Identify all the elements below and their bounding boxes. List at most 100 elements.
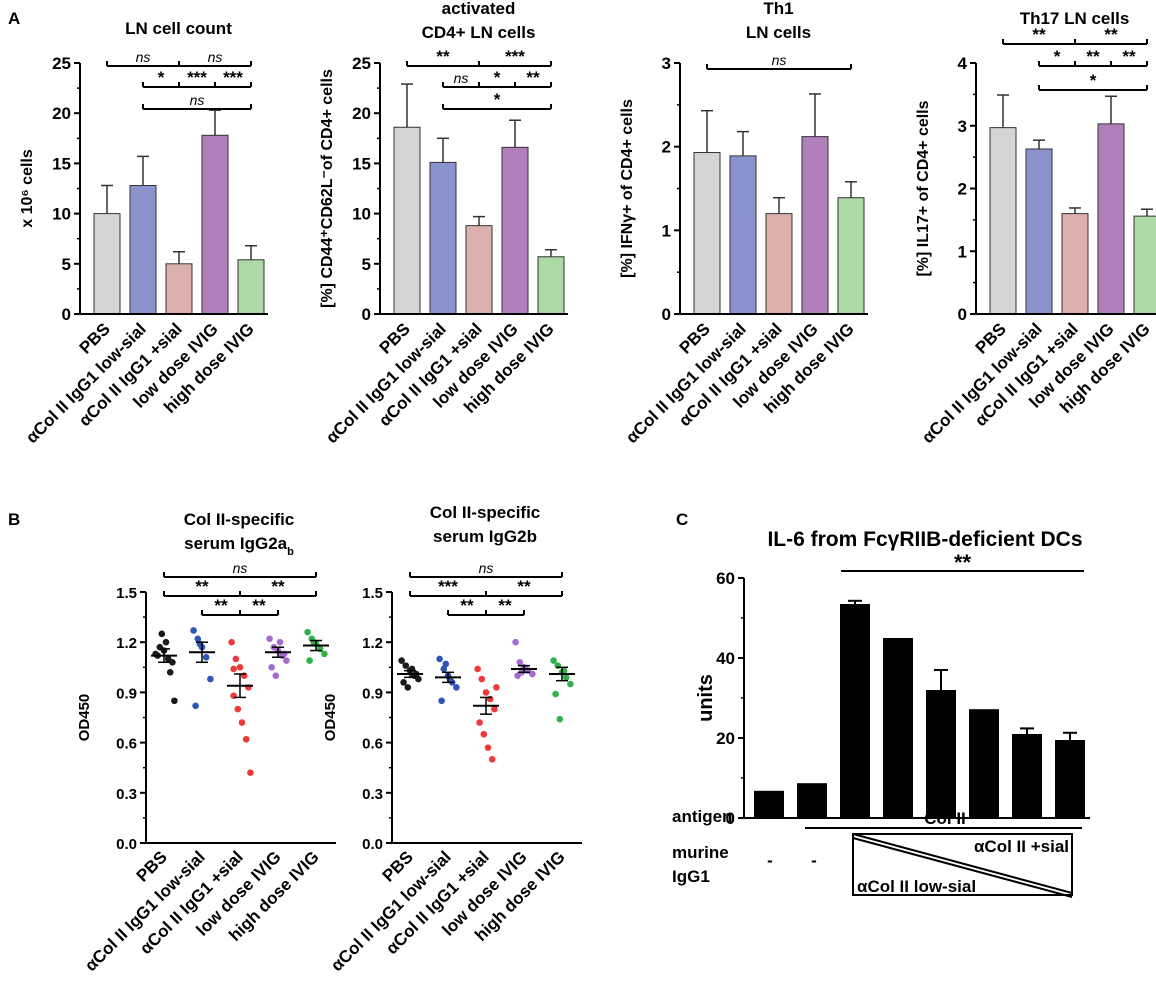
a1-title: LN cell count bbox=[125, 19, 232, 38]
b1-data-point bbox=[228, 638, 235, 646]
b1-title-subscript: b bbox=[287, 546, 294, 558]
a1-significance-label: ns bbox=[190, 92, 205, 108]
b2-y-tick-label: 1.2 bbox=[362, 635, 383, 652]
c-y-tick-label: 20 bbox=[716, 729, 735, 748]
a4-significance-label: * bbox=[1090, 71, 1097, 90]
b1-significance-label: ** bbox=[271, 577, 285, 596]
c-y-tick-label: 40 bbox=[716, 649, 735, 668]
a4-bar bbox=[1097, 123, 1125, 315]
a4-significance-label: ** bbox=[1104, 25, 1118, 44]
c-y-tick-label: 60 bbox=[716, 569, 735, 588]
a2-significance-label: * bbox=[494, 90, 501, 109]
a1-bar bbox=[237, 259, 265, 315]
a1-bar bbox=[201, 134, 229, 315]
b2-data-point bbox=[476, 719, 483, 726]
a3-y-tick-label: 1 bbox=[662, 221, 671, 240]
b1-data-point bbox=[268, 664, 275, 671]
b1-data-point bbox=[207, 675, 214, 683]
c-y-axis-label: units bbox=[695, 674, 717, 722]
c-antigen-none: - bbox=[767, 805, 773, 824]
c-bar bbox=[840, 604, 870, 818]
panel-label-a: A bbox=[8, 9, 20, 28]
a1-significance-label: * bbox=[158, 68, 165, 87]
b1-data-point bbox=[166, 669, 174, 676]
a3-title: Th1 bbox=[763, 0, 793, 18]
b1-data-point bbox=[247, 769, 254, 777]
a3-bar bbox=[801, 136, 829, 315]
b2-data-point bbox=[400, 679, 407, 686]
b2-significance-label: ns bbox=[479, 560, 494, 576]
b1-data-point bbox=[306, 657, 313, 664]
b2-y-axis-label: OD450 bbox=[322, 694, 339, 742]
a3-bar bbox=[693, 152, 721, 315]
a1-bar bbox=[165, 263, 193, 315]
b1-data-point bbox=[230, 665, 237, 673]
a1-y-tick-label: 0 bbox=[62, 305, 71, 324]
a2-y-tick-label: 5 bbox=[362, 255, 371, 274]
a4-y-tick-label: 3 bbox=[958, 117, 967, 136]
c-bar bbox=[883, 638, 913, 818]
b2-significance-label: ** bbox=[498, 596, 512, 615]
b1-significance-label: ns bbox=[233, 560, 248, 576]
b2-significance-label: ** bbox=[460, 596, 474, 615]
a2-y-tick-label: 20 bbox=[352, 104, 371, 123]
b1-y-axis-label: OD450 bbox=[76, 694, 93, 742]
b1-data-point bbox=[162, 638, 170, 646]
a1-significance-label: *** bbox=[223, 68, 243, 87]
b1-data-point bbox=[192, 702, 199, 710]
b1-y-tick-label: 0.0 bbox=[116, 836, 137, 853]
a2-significance-label: * bbox=[494, 68, 501, 87]
b2-data-point bbox=[529, 670, 536, 678]
b2-data-point bbox=[438, 697, 445, 705]
b2-y-tick-label: 0.9 bbox=[362, 685, 383, 702]
b2-data-point bbox=[453, 684, 460, 691]
a1-y-tick-label: 20 bbox=[52, 104, 71, 123]
a3-significance-label: ns bbox=[772, 52, 787, 68]
b1-data-point bbox=[272, 672, 280, 679]
a2-significance-label: ** bbox=[436, 47, 450, 66]
b2-data-point bbox=[482, 689, 490, 696]
a1-significance-label: ns bbox=[208, 49, 223, 65]
a2-title: CD4+ LN cells bbox=[422, 23, 536, 42]
a2-y-axis-label: [%] CD44⁺CD62L⁻of CD4+ cells bbox=[319, 69, 336, 308]
b2-data-point bbox=[404, 684, 412, 691]
c-gradient-diagonal bbox=[852, 833, 1073, 894]
a3-y-tick-label: 3 bbox=[662, 54, 671, 73]
c-igg1-label: murine bbox=[672, 843, 729, 862]
b2-title: serum IgG2b bbox=[433, 527, 537, 546]
c-igg1-none: - bbox=[767, 851, 773, 870]
b2-data-point bbox=[484, 744, 492, 751]
b1-data-point bbox=[238, 719, 246, 726]
b2-y-tick-label: 0.6 bbox=[362, 736, 383, 753]
b2-data-point bbox=[478, 675, 486, 683]
c-significance-label: ** bbox=[954, 550, 972, 575]
b2-data-point bbox=[516, 658, 524, 666]
c-sial-label: αCol II +sial bbox=[974, 837, 1069, 856]
b2-data-point bbox=[440, 665, 448, 673]
a2-bar bbox=[537, 256, 565, 315]
b1-y-tick-label: 0.6 bbox=[116, 736, 137, 753]
a2-title: activated bbox=[442, 0, 516, 18]
a1-y-tick-label: 10 bbox=[52, 205, 71, 224]
c-title: IL-6 from FcγRIIB-deficient DCs bbox=[767, 528, 1082, 551]
b1-data-point bbox=[304, 628, 311, 636]
b1-data-point bbox=[232, 655, 240, 663]
c-bar bbox=[797, 783, 827, 818]
a2-y-tick-label: 25 bbox=[352, 54, 371, 73]
a1-significance-label: *** bbox=[187, 68, 207, 87]
a2-y-tick-label: 0 bbox=[362, 305, 371, 324]
c-bar bbox=[969, 709, 999, 818]
b2-y-tick-label: 1.5 bbox=[362, 585, 383, 602]
b2-data-point bbox=[567, 680, 574, 688]
b2-significance-label: *** bbox=[438, 577, 458, 596]
c-antigen-colii-label: Col II bbox=[924, 809, 966, 828]
c-bar bbox=[926, 690, 956, 818]
b2-data-point bbox=[491, 705, 498, 713]
a3-title: LN cells bbox=[746, 23, 811, 42]
b2-data-point bbox=[493, 684, 500, 691]
a2-significance-label: ** bbox=[526, 68, 540, 87]
a1-bar bbox=[93, 213, 121, 315]
b2-data-point bbox=[474, 665, 481, 673]
b1-y-tick-label: 1.2 bbox=[116, 635, 137, 652]
